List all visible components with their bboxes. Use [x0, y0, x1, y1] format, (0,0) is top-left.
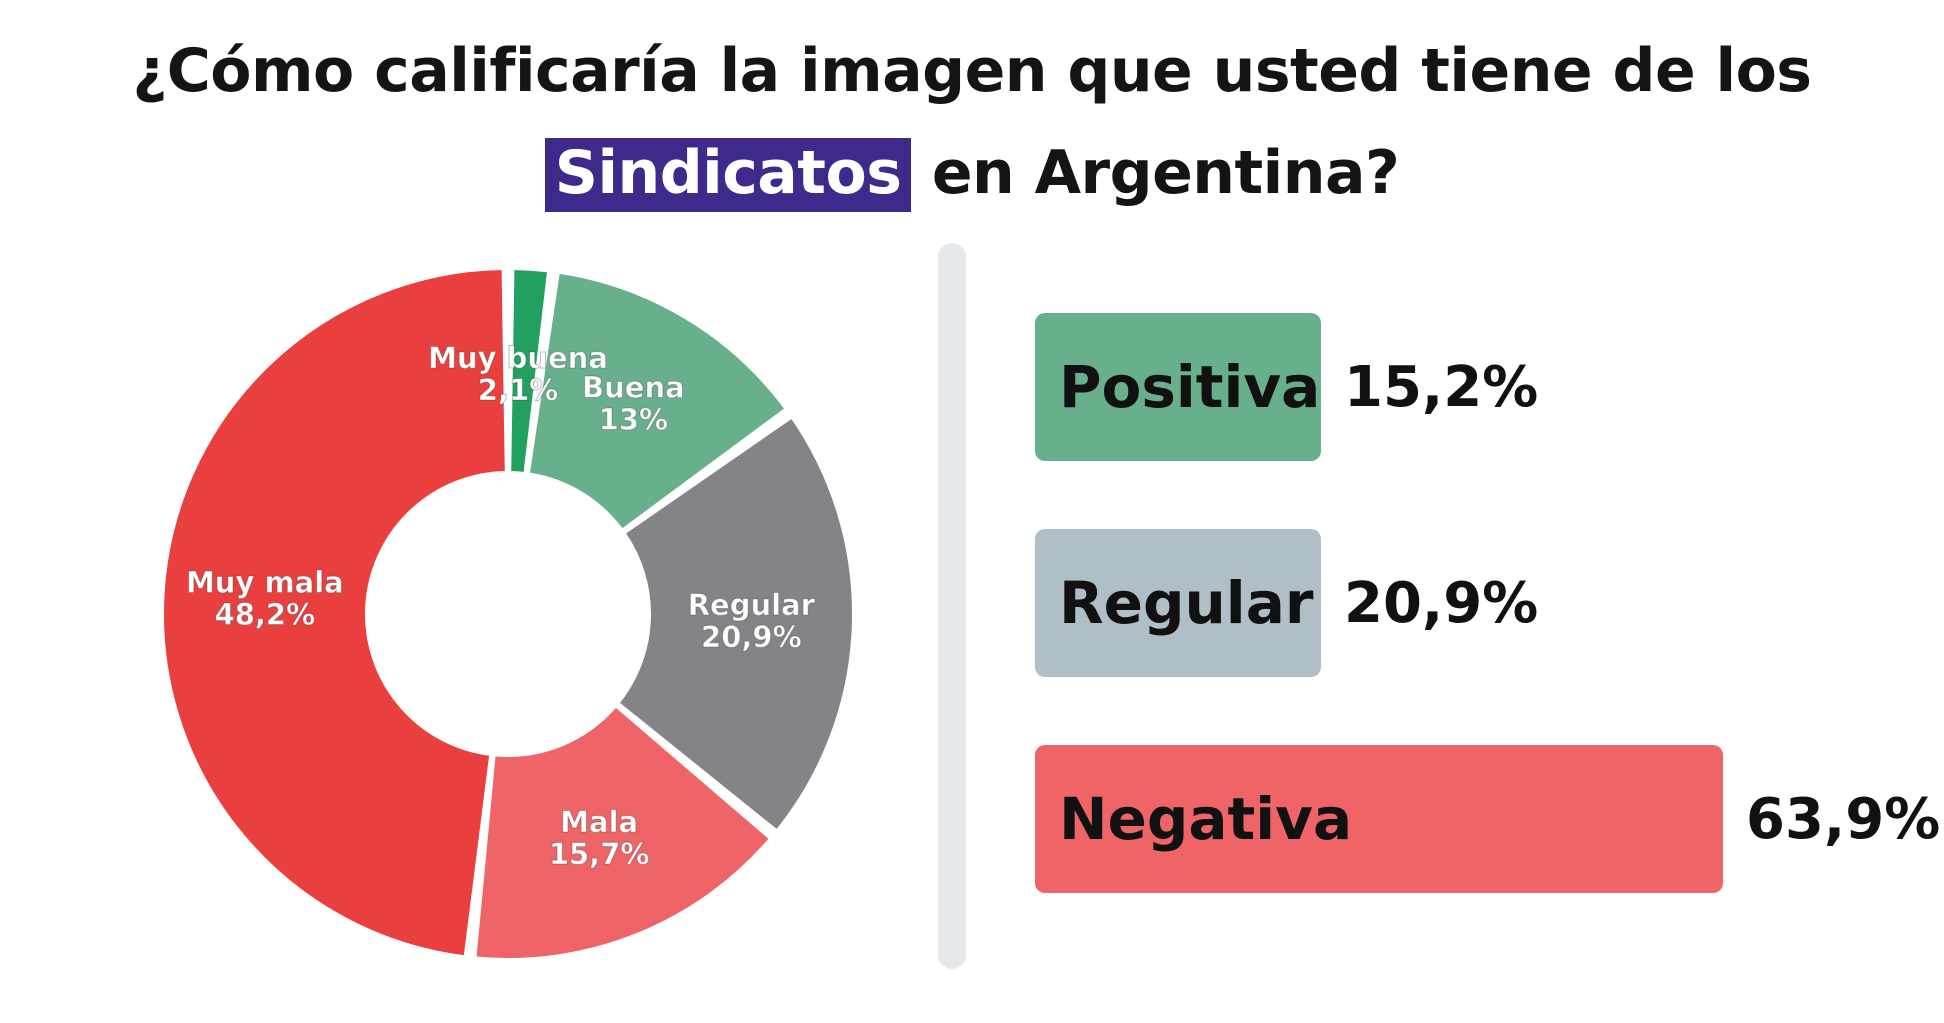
- bar-label-negativa: Negativa: [1059, 785, 1353, 853]
- bar-label-regular: Regular: [1059, 569, 1314, 637]
- donut-slice-muy-buena: [509, 268, 550, 474]
- donut-label-mala: Mala: [560, 805, 638, 839]
- bar-value-regular: 20,9%: [1344, 570, 1539, 636]
- donut-slice-regular: [617, 416, 854, 832]
- donut-label-muy-buena: Muy buena: [428, 341, 608, 375]
- donut-label-muy-mala: Muy mala: [186, 566, 344, 600]
- donut-slice-mala: [474, 705, 771, 960]
- bar-regular: Regular: [1035, 529, 1321, 677]
- chart-title: ¿Cómo calificaría la imagen que usted ti…: [0, 20, 1944, 224]
- donut-value-muy-mala: 48,2%: [215, 598, 316, 632]
- title-line-1: ¿Cómo calificaría la imagen que usted ti…: [132, 36, 1812, 106]
- bar-value-positiva: 15,2%: [1344, 354, 1539, 420]
- donut-value-regular: 20,9%: [701, 620, 802, 654]
- bar-value-negativa: 63,9%: [1746, 786, 1941, 852]
- title-line-2: Sindicatos en Argentina?: [0, 122, 1944, 224]
- donut-slice-buena: [527, 271, 787, 531]
- title-highlight: Sindicatos: [544, 138, 912, 212]
- bar-label-positiva: Positiva: [1059, 353, 1321, 421]
- title-line-2-rest: en Argentina?: [931, 138, 1400, 208]
- donut-label-regular: Regular: [688, 588, 816, 622]
- donut-slice-muy-mala: [162, 268, 507, 958]
- donut-label-buena: Buena: [582, 370, 685, 404]
- bar-negativa: Negativa: [1035, 745, 1723, 893]
- bar-positiva: Positiva: [1035, 313, 1321, 461]
- donut-value-muy-buena: 2,1%: [478, 373, 558, 407]
- donut-value-mala: 15,7%: [549, 837, 650, 871]
- divider: [938, 243, 966, 969]
- donut-value-buena: 13%: [599, 402, 668, 436]
